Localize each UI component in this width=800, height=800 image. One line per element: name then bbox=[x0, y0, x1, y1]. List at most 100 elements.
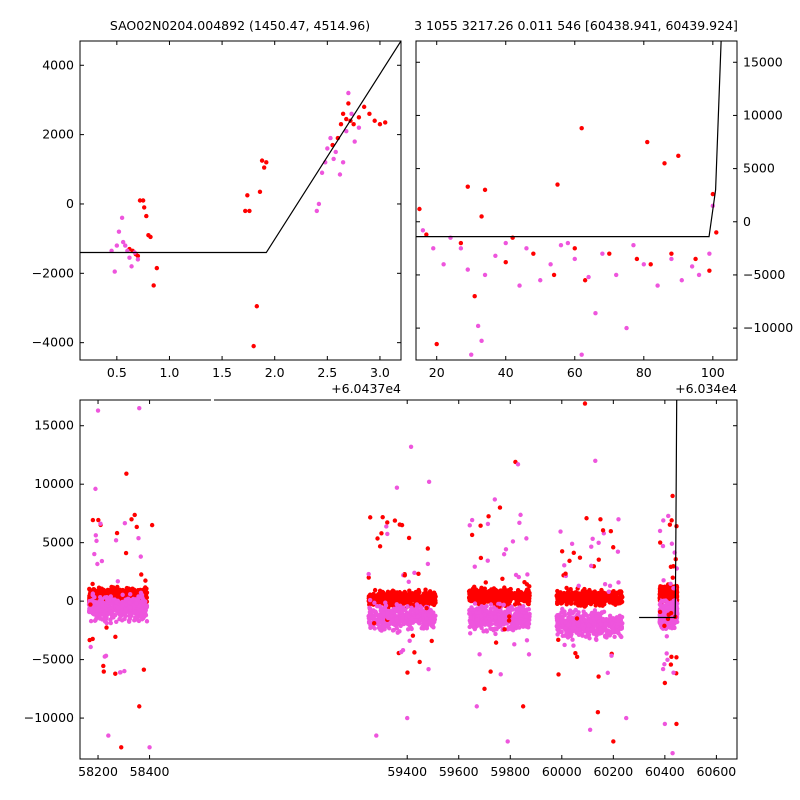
magenta-point bbox=[127, 255, 132, 260]
scatter-point bbox=[373, 612, 379, 617]
magenta-outlier bbox=[515, 462, 521, 467]
magenta-point bbox=[538, 278, 543, 283]
red-point bbox=[257, 189, 263, 195]
magenta-point bbox=[475, 323, 481, 329]
scatter-point bbox=[417, 659, 422, 665]
red-point bbox=[599, 597, 604, 603]
magenta-point bbox=[120, 239, 126, 245]
scatter-point bbox=[667, 522, 673, 527]
red-point bbox=[472, 294, 477, 299]
red-point bbox=[423, 589, 428, 595]
magenta-point bbox=[467, 624, 472, 630]
magenta-point bbox=[579, 352, 584, 357]
plot-area bbox=[416, 41, 722, 357]
magenta-point bbox=[591, 621, 596, 627]
magenta-point bbox=[475, 617, 480, 622]
magenta-point bbox=[493, 253, 498, 258]
magenta-point bbox=[585, 627, 590, 632]
magenta-point bbox=[562, 620, 568, 625]
red-point bbox=[662, 161, 667, 166]
red-outlier bbox=[137, 704, 142, 709]
red-point bbox=[615, 598, 621, 603]
magenta-point bbox=[493, 608, 498, 613]
magenta-point bbox=[409, 626, 414, 632]
model-line bbox=[416, 41, 722, 238]
red-outlier bbox=[149, 522, 155, 528]
scatter-point bbox=[143, 578, 148, 583]
y-tick-label: 15000 bbox=[34, 418, 74, 433]
magenta-point bbox=[467, 611, 472, 616]
magenta-point bbox=[337, 172, 343, 177]
scatter-point bbox=[493, 640, 499, 645]
scatter-point bbox=[666, 612, 671, 617]
x-tick-label: 1.5 bbox=[212, 365, 232, 380]
magenta-point bbox=[375, 621, 381, 627]
magenta-point bbox=[427, 613, 432, 618]
scatter-point bbox=[417, 604, 423, 609]
scatter-point bbox=[512, 642, 517, 647]
scatter-point bbox=[609, 653, 614, 658]
scatter-point bbox=[118, 670, 123, 675]
red-point bbox=[562, 591, 567, 596]
scatter-point bbox=[665, 657, 670, 663]
scatter-point bbox=[371, 621, 377, 626]
red-point bbox=[495, 593, 501, 598]
red-outlier bbox=[595, 710, 601, 715]
scatter-point bbox=[524, 536, 529, 541]
magenta-point bbox=[548, 262, 553, 267]
scatter-point bbox=[113, 634, 118, 640]
scatter-point bbox=[467, 523, 472, 528]
red-outlier bbox=[124, 471, 129, 476]
x-tick-label: 80 bbox=[636, 365, 652, 380]
red-outlier bbox=[582, 401, 588, 406]
red-point bbox=[412, 596, 417, 601]
magenta-point bbox=[129, 264, 134, 269]
red-point bbox=[351, 122, 356, 127]
x-tick-label: 100 bbox=[701, 365, 725, 380]
scatter-point bbox=[92, 551, 97, 557]
red-point bbox=[115, 584, 120, 590]
scatter-point bbox=[470, 621, 476, 627]
scatter-point bbox=[98, 521, 103, 526]
y-tick-label: −5000 bbox=[32, 652, 74, 667]
red-point bbox=[577, 591, 583, 596]
red-point bbox=[377, 593, 383, 599]
scatter-point bbox=[596, 540, 601, 545]
scatter-point bbox=[527, 584, 532, 589]
x-tick-label: 60000 bbox=[542, 764, 582, 779]
red-point bbox=[607, 251, 612, 256]
magenta-point bbox=[112, 269, 117, 274]
magenta-outlier bbox=[426, 479, 432, 485]
scatter-point bbox=[556, 672, 561, 677]
scatter-point bbox=[101, 663, 106, 669]
scatter-point bbox=[384, 524, 389, 529]
magenta-point bbox=[484, 604, 489, 609]
scatter-point bbox=[587, 636, 592, 641]
scatter-point bbox=[406, 535, 412, 541]
scatter-point bbox=[134, 524, 139, 530]
red-point bbox=[346, 101, 351, 106]
magenta-point bbox=[488, 602, 494, 607]
magenta-point bbox=[604, 635, 609, 640]
red-point bbox=[465, 184, 470, 189]
magenta-point bbox=[115, 605, 121, 611]
scatter-point bbox=[90, 517, 96, 523]
magenta-point bbox=[696, 272, 702, 278]
magenta-point bbox=[316, 201, 322, 207]
y-tick-label: −4000 bbox=[32, 335, 74, 350]
magenta-point bbox=[503, 240, 508, 246]
scatter-point bbox=[95, 561, 100, 567]
red-point bbox=[618, 594, 623, 600]
magenta-point bbox=[441, 262, 446, 267]
scatter-point bbox=[486, 514, 491, 519]
magenta-point bbox=[125, 248, 130, 253]
magenta-point bbox=[526, 625, 531, 630]
magenta-point bbox=[119, 618, 125, 623]
scatter-point bbox=[385, 531, 390, 537]
scatter-point bbox=[523, 592, 528, 597]
magenta-point bbox=[493, 631, 498, 637]
red-point bbox=[245, 193, 250, 198]
red-point bbox=[554, 593, 559, 598]
model-line bbox=[80, 41, 401, 254]
scatter-point bbox=[507, 614, 512, 619]
